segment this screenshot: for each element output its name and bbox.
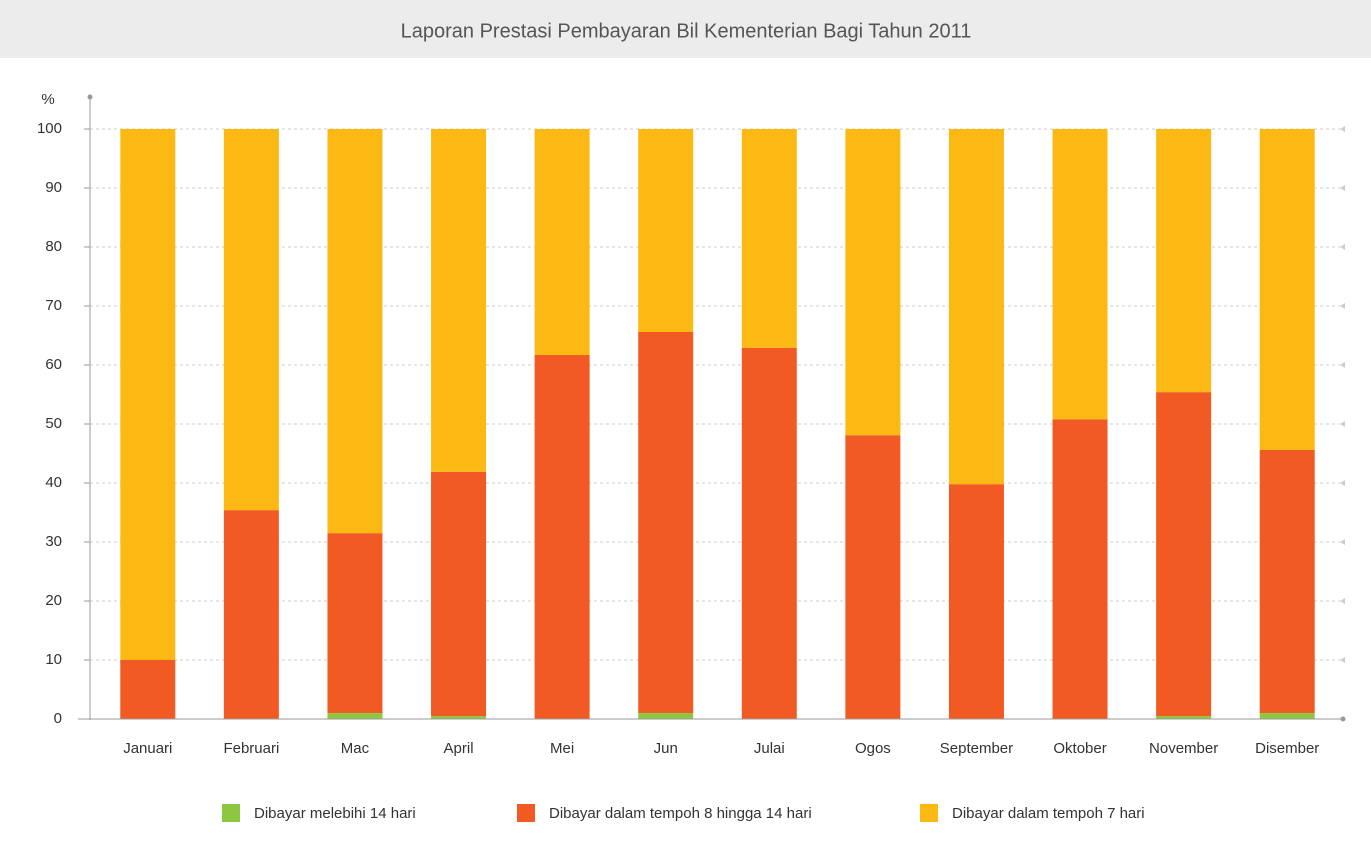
grid-end [1340, 657, 1345, 663]
bar-segment [327, 533, 383, 714]
bar-segment [845, 129, 901, 436]
bar-segment [638, 129, 694, 332]
grid-end [1340, 303, 1345, 309]
x-tick-label: Mei [550, 740, 574, 757]
grid-end [1340, 480, 1345, 486]
bar-segment [534, 129, 590, 355]
y-tick-label: 70 [45, 297, 62, 314]
x-tick-label: November [1149, 740, 1218, 757]
grid-end [1340, 598, 1345, 604]
y-tick-label: 0 [54, 710, 62, 727]
bar-segment [120, 660, 176, 719]
x-tick-label: Januari [123, 740, 172, 757]
bar-segment [431, 129, 487, 472]
grid-end [1340, 126, 1345, 132]
y-tick-label: 80 [45, 238, 62, 255]
x-tick-label: Jun [654, 740, 678, 757]
bar-segment [431, 471, 487, 717]
grid-end [1340, 244, 1345, 250]
x-tick-label: Ogos [855, 740, 891, 757]
bar-segment [638, 331, 694, 714]
axis-dot [87, 94, 93, 100]
bar-segment [1156, 129, 1212, 393]
x-tick-label: Oktober [1053, 740, 1106, 757]
bar-segment [223, 510, 279, 719]
bar-segment [1156, 716, 1212, 719]
bar-segment [327, 713, 383, 719]
x-tick-label: Disember [1255, 740, 1319, 757]
y-tick-label: 30 [45, 533, 62, 550]
grid-end [1340, 185, 1345, 191]
legend-label: Dibayar melebihi 14 hari [254, 805, 416, 822]
legend-swatch [222, 804, 240, 822]
bar-segment [1052, 129, 1108, 420]
y-tick-label: 20 [45, 592, 62, 609]
bar-segment [948, 484, 1004, 719]
grid-end [1340, 421, 1345, 427]
y-tick-label: 60 [45, 356, 62, 373]
x-tick-label: Julai [754, 740, 785, 757]
chart-title: Laporan Prestasi Pembayaran Bil Kementer… [401, 20, 972, 42]
grid-end [1340, 362, 1345, 368]
y-tick-label: 50 [45, 415, 62, 432]
legend-label: Dibayar dalam tempoh 7 hari [952, 805, 1145, 822]
y-axis-label: % [41, 91, 54, 108]
y-tick-label: 90 [45, 179, 62, 196]
bar-segment [327, 129, 383, 534]
y-tick-label: 100 [37, 120, 62, 137]
bar-segment [948, 129, 1004, 485]
axis-dot [1340, 716, 1346, 722]
bar-segment [1052, 419, 1108, 719]
bar-segment [534, 354, 590, 719]
legend-swatch [517, 804, 535, 822]
legend-swatch [920, 804, 938, 822]
grid-end [1340, 539, 1345, 545]
bar-segment [741, 129, 797, 348]
bar-segment [1259, 713, 1315, 719]
bar-segment [431, 716, 487, 719]
bar-segment [223, 129, 279, 511]
title-bar [0, 0, 1371, 58]
bar-segment [1259, 129, 1315, 450]
x-tick-label: Februari [223, 740, 279, 757]
x-tick-label: September [940, 740, 1013, 757]
x-tick-label: Mac [341, 740, 370, 757]
y-tick-label: 40 [45, 474, 62, 491]
bar-segment [120, 129, 176, 660]
bar-segment [845, 435, 901, 719]
y-tick-label: 10 [45, 651, 62, 668]
legend-label: Dibayar dalam tempoh 8 hingga 14 hari [549, 805, 812, 822]
x-tick-label: April [444, 740, 474, 757]
bar-segment [638, 713, 694, 719]
bar-segment [741, 347, 797, 719]
bar-segment [1156, 392, 1212, 717]
bar-segment [1259, 449, 1315, 714]
